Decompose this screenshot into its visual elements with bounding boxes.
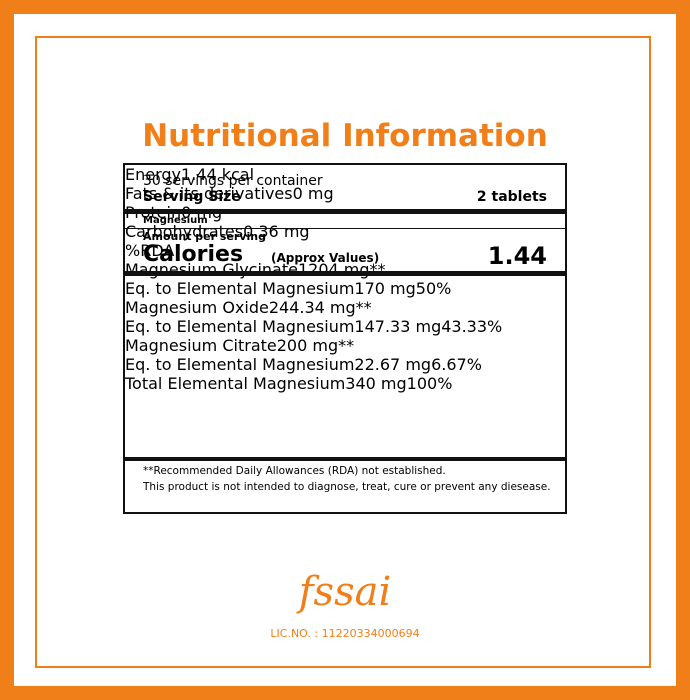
rda: 43.33%	[441, 317, 503, 336]
row: Fats & its derivatives0 mg	[125, 184, 565, 203]
footnote: This product is not intended to diagnose…	[143, 481, 551, 493]
fssai-logo: fssai	[298, 569, 392, 615]
amount: 22.67 mg	[354, 355, 432, 374]
row: %RDA	[125, 241, 565, 260]
divider	[125, 457, 565, 461]
amount: 200 mg	[276, 336, 339, 355]
nutrient: Eq. to Elemental Magnesium	[125, 355, 355, 374]
footnote: **Recommended Daily Allowances (RDA) not…	[143, 465, 446, 477]
title: Nutritional Information	[142, 118, 548, 154]
row: Energy1.44 kcal	[125, 165, 565, 184]
product: Magnesium	[143, 215, 208, 226]
serving-size-value: 2 tablets	[476, 189, 547, 205]
amount: 147.33 mg	[354, 317, 442, 336]
divider	[125, 228, 565, 229]
nutrient: Fats & its derivatives	[125, 184, 293, 203]
divider	[125, 209, 565, 214]
row: Eq. to Elemental Magnesium22.67 mg6.67%	[125, 355, 565, 374]
amount: 170 mg	[354, 279, 416, 298]
row: Magnesium Citrate200 mg**	[125, 336, 565, 355]
row: Carbohydrates0.36 mg	[125, 222, 565, 241]
rda: 100%	[406, 374, 453, 393]
nutrient: Eq. to Elemental Magnesium	[125, 279, 355, 298]
amount: 0.36 mg	[243, 222, 310, 241]
rda: 50%	[415, 279, 452, 298]
nutrition-panel: 30 servings per container Serving Size 2…	[123, 163, 567, 514]
row: Eq. to Elemental Magnesium170 mg50%	[125, 279, 565, 298]
rda: 6.67%	[431, 355, 482, 374]
servings: 30 servings per container	[143, 173, 323, 189]
nutrient: Magnesium Oxide	[125, 298, 269, 317]
amount: 0 mg	[292, 184, 334, 203]
nutrient: Magnesium Citrate	[125, 336, 277, 355]
nutrient: Carbohydrates	[125, 222, 244, 241]
rda: %RDA	[125, 241, 175, 260]
nutrient: Energy	[125, 165, 182, 184]
rda: **	[355, 298, 372, 317]
calories-value: 1.44	[487, 242, 547, 270]
amount-per-serving: Amount per serving	[143, 230, 266, 243]
row: Eq. to Elemental Magnesium147.33 mg43.33…	[125, 317, 565, 336]
calories-label: Calories	[143, 242, 244, 267]
inner-frame	[35, 36, 651, 668]
license: LIC.NO. : 11220334000694	[270, 627, 420, 640]
amount: 340 mg	[345, 374, 407, 393]
row: Magnesium Oxide244.34 mg**	[125, 298, 565, 317]
amount: 244.34 mg	[268, 298, 356, 317]
calories-note: (Approx Values)	[271, 251, 380, 265]
amount: 1.44 kcal	[181, 165, 255, 184]
serving-size-label: Serving Size	[143, 189, 241, 205]
nutrient: Total Elemental Magnesium	[125, 374, 346, 393]
divider	[125, 271, 565, 276]
rda: **	[338, 336, 355, 355]
row: Total Elemental Magnesium340 mg100%	[125, 374, 565, 393]
nutrient: Eq. to Elemental Magnesium	[125, 317, 355, 336]
